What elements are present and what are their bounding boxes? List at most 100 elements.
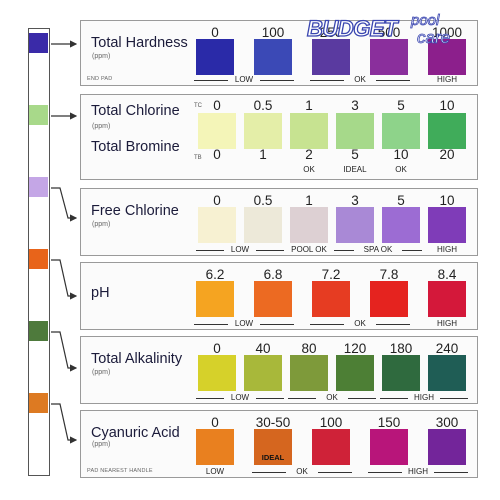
test-unit: (ppm)	[92, 221, 111, 228]
test-unit: (ppm)	[92, 441, 111, 448]
color-swatch	[198, 355, 236, 391]
test-card-total-chlorine: Total Chlorine (ppm) Total Bromine TC TB 0 0.5…	[80, 94, 478, 180]
scale-value-secondary: 1	[259, 147, 267, 162]
color-swatch: IDEAL	[254, 429, 292, 465]
logo-budget: BUDGET	[306, 15, 398, 41]
tb-tag: TB	[194, 155, 202, 161]
scale-value: 240	[435, 341, 459, 356]
color-swatch	[312, 281, 350, 317]
color-swatch	[336, 113, 374, 149]
test-name: Cyanuric Acid	[91, 425, 180, 441]
range-label-low: LOW	[228, 75, 260, 84]
range-label-ok: OK	[286, 467, 318, 476]
color-swatch	[244, 355, 282, 391]
ideal-label: IDEAL	[261, 453, 285, 462]
scale-value: 500	[377, 25, 401, 40]
strip-pad-hardness	[29, 33, 48, 53]
scale-value: 180	[389, 341, 413, 356]
scale-value: 1	[305, 98, 313, 113]
range-label-high: HIGH	[431, 245, 463, 254]
color-swatch	[382, 207, 420, 243]
color-swatch	[198, 207, 236, 243]
scale-value: 0.5	[253, 193, 273, 208]
scale-value-secondary: 0	[213, 147, 221, 162]
test-name: Total Chlorine	[91, 103, 180, 119]
color-swatch	[370, 281, 408, 317]
range-label-ok: OK	[293, 165, 325, 174]
test-card-total-hardness: Total Hardness (ppm) END PAD 0 100 250 500 1000…	[80, 20, 478, 86]
test-name: pH	[91, 285, 110, 301]
strip-pad-free-chlorine	[29, 177, 48, 197]
color-swatch	[244, 113, 282, 149]
range-label-high: HIGH	[408, 393, 440, 402]
scale-value: 0	[213, 193, 221, 208]
strip-pad-total-chlorine	[29, 105, 48, 125]
test-name: Free Chlorine	[91, 203, 179, 219]
tc-tag: TC	[194, 103, 202, 109]
scale-value: 5	[397, 193, 405, 208]
color-swatch	[428, 429, 466, 465]
scale-value: 6.2	[205, 267, 225, 282]
scale-value: 150	[377, 415, 401, 430]
scale-value-secondary: 5	[351, 147, 359, 162]
color-swatch	[244, 207, 282, 243]
range-label-ideal: IDEAL	[339, 165, 371, 174]
scale-value-secondary: 20	[439, 147, 455, 162]
scale-value: 1	[305, 193, 313, 208]
logo-care: care	[417, 28, 451, 48]
scale-value: 10	[439, 98, 455, 113]
range-label-high: HIGH	[431, 319, 463, 328]
scale-value: 7.8	[379, 267, 399, 282]
range-label-high: HIGH	[431, 75, 463, 84]
color-swatch	[428, 207, 466, 243]
color-swatch	[290, 355, 328, 391]
range-label-low: LOW	[199, 467, 231, 476]
range-label-high: HIGH	[402, 467, 434, 476]
scale-value: 7.2	[321, 267, 341, 282]
color-swatch	[196, 429, 234, 465]
color-swatch	[382, 355, 420, 391]
strip-pad-ph	[29, 249, 48, 269]
color-swatch	[196, 281, 234, 317]
budget-pool-care-logo: BUDGET pool care	[306, 12, 477, 56]
color-swatch	[254, 39, 292, 75]
color-swatch	[336, 207, 374, 243]
scale-value: 10	[439, 193, 455, 208]
scale-value: 5	[397, 98, 405, 113]
range-label-ok: OK	[344, 75, 376, 84]
scale-value: 300	[435, 415, 459, 430]
color-swatch	[370, 429, 408, 465]
test-strip	[28, 28, 50, 476]
range-label-low: LOW	[224, 393, 256, 402]
test-card-free-chlorine: Free Chlorine (ppm) 0 0.5 1 3 5 10 LOW POOL OK SPA…	[80, 188, 478, 256]
strip-pad-alkalinity	[29, 321, 48, 341]
scale-value: 40	[255, 341, 271, 356]
scale-value: 120	[343, 341, 367, 356]
range-label-low: LOW	[228, 319, 260, 328]
scale-value: 0	[213, 98, 221, 113]
color-swatch	[382, 113, 420, 149]
color-swatch	[312, 39, 350, 75]
scale-value: 30-50	[255, 415, 291, 430]
test-card-cyanuric-acid: Cyanuric Acid (ppm) PAD NEAREST HANDLE 0 30-…	[80, 410, 478, 478]
color-swatch	[370, 39, 408, 75]
test-note: PAD NEAREST HANDLE	[87, 468, 153, 474]
range-label-ok: OK	[316, 393, 348, 402]
scale-value: 1000	[431, 25, 463, 40]
color-swatch	[428, 39, 466, 75]
scale-value: 0.5	[253, 98, 273, 113]
strip-pad-cyanuric	[29, 393, 48, 413]
test-unit: (ppm)	[92, 53, 111, 60]
test-unit: (ppm)	[92, 369, 111, 376]
color-swatch	[428, 281, 466, 317]
scale-value: 3	[351, 98, 359, 113]
scale-value: 0	[211, 25, 219, 40]
scale-value: 0	[211, 415, 219, 430]
scale-value: 6.8	[263, 267, 283, 282]
scale-value: 0	[213, 341, 221, 356]
test-card-total-alkalinity: Total Alkalinity (ppm) 0 40 80 120 180 240 LOW OK…	[80, 336, 478, 404]
test-name: Total Hardness	[91, 35, 188, 51]
scale-value-secondary: 2	[305, 147, 313, 162]
color-swatch	[290, 113, 328, 149]
scale-value-secondary: 10	[393, 147, 409, 162]
